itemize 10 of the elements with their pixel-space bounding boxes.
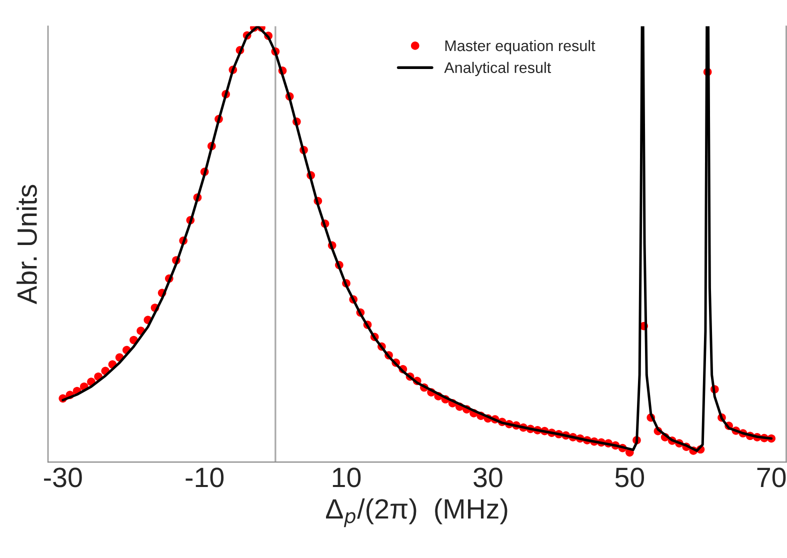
x-tick-label: 50: [615, 468, 644, 488]
legend-label: Master equation result: [445, 40, 596, 54]
x-axis-title: Δ$_{p}$/(2π) (MHz): [326, 498, 508, 528]
legend-label: Analytical result: [444, 62, 552, 76]
y-axis-title: Abr. Units: [16, 184, 37, 304]
x-tick-label: -30: [44, 468, 82, 488]
x-tick-label: 10: [332, 468, 361, 488]
x-tick-label: -10: [186, 468, 224, 488]
x-tick-label: 70: [757, 468, 786, 488]
x-tick-label: 30: [474, 468, 502, 488]
